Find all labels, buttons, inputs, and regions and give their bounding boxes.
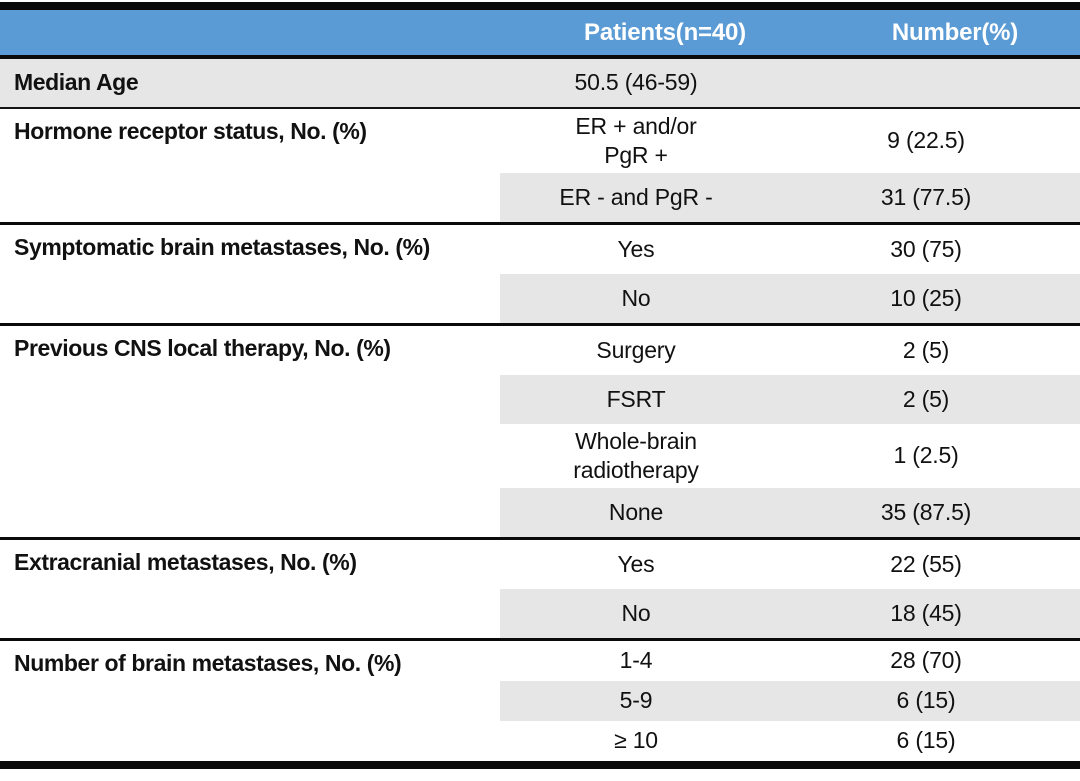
table-header-row: Patients(n=40) Number(%) [0, 10, 1080, 59]
value-cell: None [500, 488, 772, 537]
number-cell: 2 (5) [772, 375, 1080, 424]
section-hormone-receptor: Hormone receptor status, No. (%) ER + an… [0, 109, 1080, 222]
number-cell: 22 (55) [890, 550, 962, 577]
row-label: Median Age [14, 69, 139, 96]
number-cell: 9 (22.5) [887, 127, 965, 154]
number-cell: 10 (25) [772, 274, 1080, 323]
value-cell: 50.5 (46-59) [574, 69, 698, 96]
number-cell [772, 59, 1080, 107]
value-cell: Surgery [596, 336, 676, 363]
value-cell: 1-4 [619, 647, 653, 674]
section-median-age: Median Age 50.5 (46-59) [0, 59, 1080, 109]
number-cell: 35 (87.5) [772, 488, 1080, 537]
value-cell: ≥ 10 [614, 727, 658, 754]
row-label: Hormone receptor status, No. (%) [14, 118, 367, 144]
section-previous-cns-therapy: Previous CNS local therapy, No. (%) Surg… [0, 323, 1080, 537]
value-cell: ER - and PgR - [500, 173, 772, 222]
number-cell: 6 (15) [896, 727, 956, 754]
number-cell: 2 (5) [902, 336, 950, 363]
row-label: Extracranial metastases, No. (%) [14, 549, 357, 575]
value-cell: ER + and/or PgR + [575, 112, 697, 168]
value-cell: No [500, 274, 772, 323]
value-cell: 5-9 [500, 681, 772, 721]
number-cell: 18 (45) [772, 589, 1080, 638]
header-empty-cell [0, 10, 500, 55]
number-cell: 28 (70) [890, 647, 962, 674]
value-cell: No [500, 589, 772, 638]
number-cell: 31 (77.5) [772, 173, 1080, 222]
value-cell: Yes [617, 550, 655, 577]
section-number-of-brain-metastases: Number of brain metastases, No. (%) 1-4 … [0, 638, 1080, 761]
header-patients: Patients(n=40) [584, 18, 746, 46]
bottom-border-rule [0, 761, 1080, 769]
number-cell: 30 (75) [890, 235, 962, 262]
row-label: Previous CNS local therapy, No. (%) [14, 335, 391, 361]
value-cell: FSRT [500, 375, 772, 424]
number-cell: 6 (15) [772, 681, 1080, 721]
number-cell: 1 (2.5) [893, 442, 959, 469]
section-extracranial-metastases: Extracranial metastases, No. (%) Yes 22 … [0, 537, 1080, 638]
top-border-rule [0, 2, 1080, 10]
header-number: Number(%) [891, 18, 1019, 46]
value-cell: Whole-brain radiotherapy [573, 427, 699, 483]
value-cell: Yes [617, 235, 655, 262]
section-symptomatic-brain-metastases: Symptomatic brain metastases, No. (%) Ye… [0, 222, 1080, 323]
row-label: Number of brain metastases, No. (%) [14, 650, 402, 676]
row-label: Symptomatic brain metastases, No. (%) [14, 234, 430, 260]
